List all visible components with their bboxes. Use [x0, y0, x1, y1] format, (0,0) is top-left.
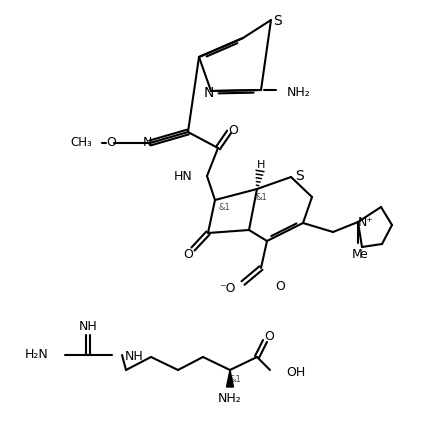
Text: O: O: [228, 123, 237, 136]
Text: O: O: [275, 281, 284, 294]
Text: N⁺: N⁺: [357, 216, 373, 229]
Text: NH₂: NH₂: [218, 392, 241, 405]
Text: O: O: [264, 330, 273, 343]
Text: HN: HN: [174, 171, 193, 184]
Text: CH₃: CH₃: [70, 136, 92, 149]
Text: OH: OH: [285, 365, 304, 378]
Text: H: H: [256, 160, 265, 170]
Text: NH: NH: [125, 349, 143, 362]
Text: S: S: [295, 169, 304, 183]
Text: NH₂: NH₂: [286, 85, 310, 98]
Text: e: e: [358, 249, 366, 262]
Text: S: S: [273, 14, 282, 28]
Text: ⁻O: ⁻O: [219, 281, 236, 294]
Text: O: O: [106, 136, 116, 149]
Text: N: N: [203, 86, 214, 100]
Text: H₂N: H₂N: [25, 349, 49, 362]
Polygon shape: [226, 370, 233, 387]
Text: M: M: [351, 249, 361, 262]
Text: NH: NH: [78, 320, 97, 333]
Text: O: O: [183, 249, 192, 262]
Text: &1: &1: [254, 194, 266, 203]
Text: N: N: [142, 136, 152, 149]
Text: &1: &1: [218, 203, 230, 211]
Text: &1: &1: [229, 375, 240, 384]
